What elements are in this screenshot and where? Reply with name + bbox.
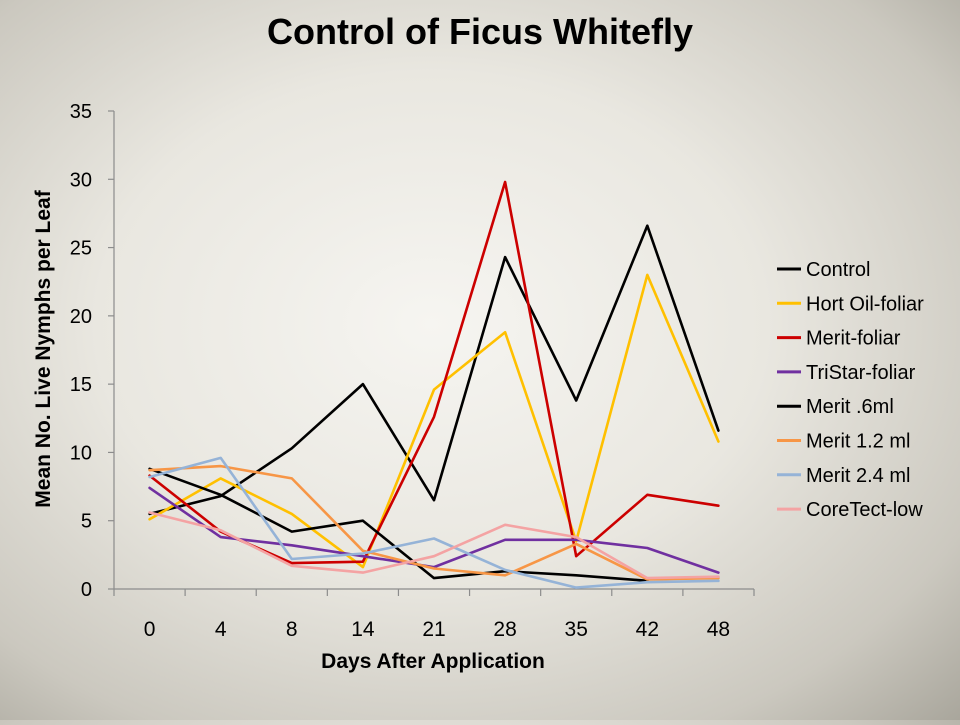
legend-label: Merit .6ml: [806, 396, 894, 418]
legend-label: Merit 2.4 ml: [806, 465, 910, 487]
x-tick-label: 48: [707, 618, 730, 641]
legend-label: TriStar-foliar: [806, 362, 916, 384]
legend-label: Hort Oil-foliar: [806, 293, 924, 315]
y-tick-label: 0: [81, 579, 92, 601]
y-tick-label: 15: [70, 374, 92, 396]
series-line-4: [148, 486, 720, 574]
series-line-3: [148, 180, 720, 565]
x-tick-label: 42: [636, 618, 659, 641]
series-line-5: [148, 467, 649, 583]
legend-label: Control: [806, 259, 870, 281]
x-axis-title: Days After Application: [321, 650, 545, 673]
x-tick-label: 14: [351, 618, 375, 641]
x-tick-label: 8: [286, 618, 298, 641]
y-tick-label: 5: [81, 511, 92, 533]
chart-title: Control of Ficus Whitefly: [267, 11, 693, 52]
x-tick-label: 28: [493, 618, 516, 641]
y-tick-label: 35: [70, 101, 92, 123]
y-tick-label: 10: [70, 442, 92, 464]
x-tick-label: 21: [422, 618, 445, 641]
x-tick-label: 35: [565, 618, 588, 641]
legend-label: Merit 1.2 ml: [806, 431, 910, 453]
y-axis-title: Mean No. Live Nymphs per Leaf: [32, 189, 55, 507]
legend: Control Hort Oil-foliar Merit-foliar TriSta…: [777, 259, 924, 521]
series-line-8: [148, 511, 720, 580]
series-line-6: [148, 464, 720, 581]
x-tick-label: 0: [144, 618, 156, 641]
series-line-1: [148, 224, 720, 516]
series-line-7: [148, 456, 720, 589]
y-tick-label: 20: [70, 306, 92, 328]
y-tick-label: 30: [70, 169, 92, 191]
legend-label: Merit-foliar: [806, 328, 901, 350]
series-line-2: [148, 273, 720, 569]
x-tick-label: 4: [215, 618, 227, 641]
legend-label: CoreTect-low: [806, 499, 923, 521]
y-tick-label: 25: [70, 238, 92, 260]
